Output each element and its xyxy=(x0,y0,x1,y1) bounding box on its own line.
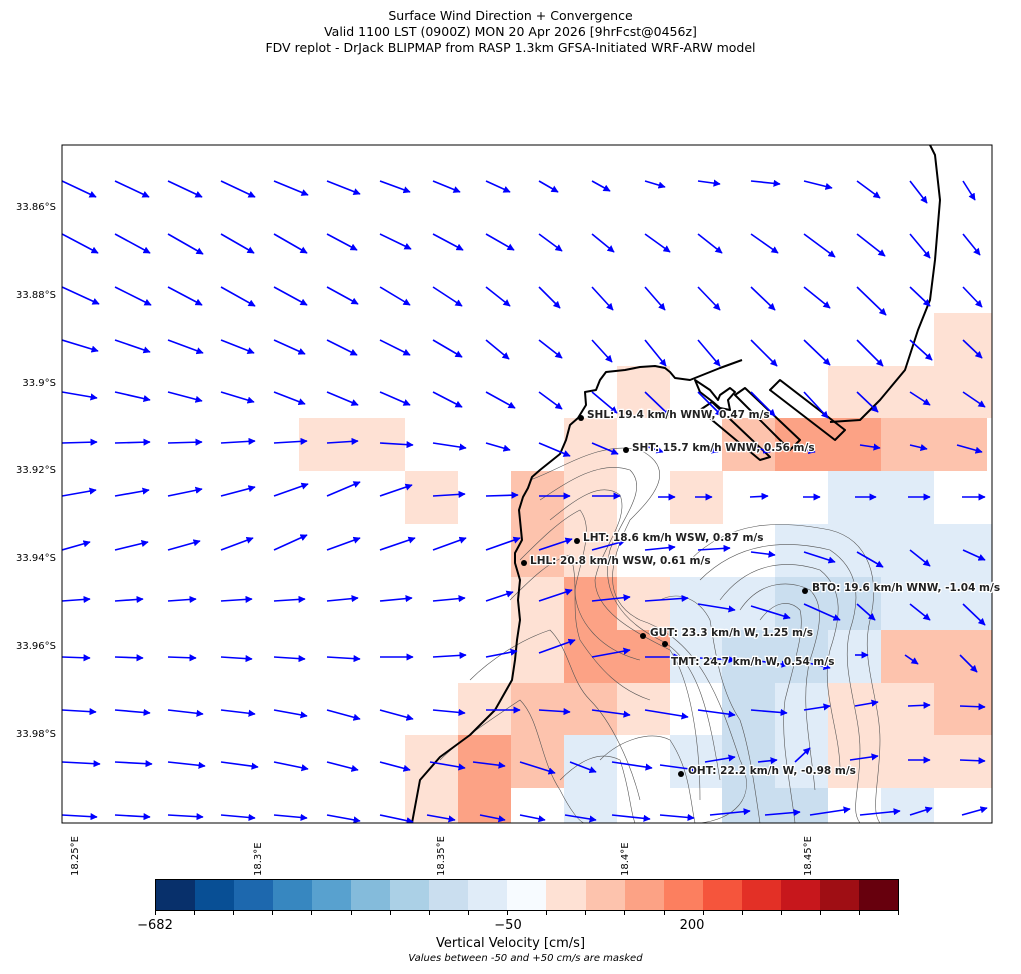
colorbar-swatch xyxy=(429,880,469,910)
colorbar-title: Vertical Velocity [cm/s] xyxy=(435,936,586,951)
x-tick-label: 18.45°E xyxy=(803,836,814,876)
colorbar-note: Values between -50 and +50 cm/s are mask… xyxy=(408,953,643,964)
colorbar-swatch xyxy=(741,880,781,910)
colorbar-swatch xyxy=(585,880,625,910)
chart-subtitle-valid: Valid 1100 LST (0900Z) MON 20 Apr 2026 [… xyxy=(324,24,697,39)
colorbar-swatch xyxy=(780,880,820,910)
chart-title: Surface Wind Direction + Convergence xyxy=(388,8,633,23)
station-label-bto: BTO: 19.6 km/h WNW, -1.04 m/s xyxy=(812,582,1000,594)
station-marker-tmt[interactable] xyxy=(662,641,668,647)
colorbar-swatch xyxy=(312,880,352,910)
wind-vectors xyxy=(62,179,988,823)
x-tick-label: 18.4°E xyxy=(620,842,631,876)
station-marker-sht[interactable] xyxy=(623,447,629,453)
y-tick-label: 33.88°S xyxy=(16,290,56,301)
station-label-oht: OHT: 22.2 km/h W, -0.98 m/s xyxy=(688,765,856,777)
station-label-lht: LHT: 18.6 km/h WSW, 0.87 m/s xyxy=(583,532,763,544)
colorbar-swatch xyxy=(702,880,742,910)
y-tick-label: 33.86°S xyxy=(16,202,56,213)
colorbar-tick-label-high: 200 xyxy=(679,918,705,933)
station-label-tmt: TMT: 24.7 km/h W, 0.54 m/s xyxy=(671,656,834,668)
station-marker-lht[interactable] xyxy=(574,538,580,544)
station-label-sht: SHT: 15.7 km/h WNW, 0.56 m/s xyxy=(632,442,815,454)
colorbar-swatch xyxy=(507,880,547,910)
colorbar-swatch xyxy=(195,880,235,910)
colorbar-swatch xyxy=(858,880,898,910)
vertical-velocity-cells xyxy=(299,313,992,823)
colorbar-tick-label-min: −682 xyxy=(137,918,173,933)
station-labels: SHL: 19.4 km/h WNW, 0.47 m/s SHT: 15.7 k… xyxy=(529,408,1001,778)
colorbar-tick-label-mid: −50 xyxy=(494,918,522,933)
colorbar-swatch xyxy=(663,880,703,910)
x-tick-label: 18.35°E xyxy=(436,836,447,876)
station-markers xyxy=(521,415,808,777)
station-marker-gut[interactable] xyxy=(640,633,646,639)
station-label-shl: SHL: 19.4 km/h WNW, 0.47 m/s xyxy=(587,409,770,421)
y-tick-label: 33.96°S xyxy=(16,641,56,652)
colorbar-swatch xyxy=(273,880,313,910)
station-marker-oht[interactable] xyxy=(678,771,684,777)
chart-subtitle-source: FDV replot - DrJack BLIPMAP from RASP 1.… xyxy=(265,40,756,55)
station-marker-shl[interactable] xyxy=(578,415,584,421)
station-marker-lhl[interactable] xyxy=(521,560,527,566)
y-tick-label: 33.94°S xyxy=(16,553,56,564)
y-tick-label: 33.9°S xyxy=(22,378,56,389)
plot-frame xyxy=(61,144,993,824)
colorbar-swatch xyxy=(351,880,391,910)
station-label-gut: GUT: 23.3 km/h W, 1.25 m/s xyxy=(650,627,813,639)
station-label-lhl: LHL: 20.8 km/h WSW, 0.61 m/s xyxy=(530,555,711,567)
chart-title-block: Surface Wind Direction + Convergence Val… xyxy=(0,8,1021,56)
colorbar-swatch xyxy=(390,880,430,910)
colorbar-swatch xyxy=(546,880,586,910)
colorbar-swatch xyxy=(624,880,664,910)
station-marker-bto[interactable] xyxy=(802,588,808,594)
colorbar-swatch xyxy=(234,880,274,910)
x-tick-label: 18.3°E xyxy=(253,842,264,876)
colorbar xyxy=(155,879,899,911)
y-tick-label: 33.98°S xyxy=(16,729,56,740)
y-tick-label: 33.92°S xyxy=(16,465,56,476)
colorbar-swatch xyxy=(156,880,196,910)
colorbar-swatch xyxy=(468,880,508,910)
colorbar-swatch xyxy=(819,880,859,910)
x-tick-label: 18.25°E xyxy=(70,836,81,876)
